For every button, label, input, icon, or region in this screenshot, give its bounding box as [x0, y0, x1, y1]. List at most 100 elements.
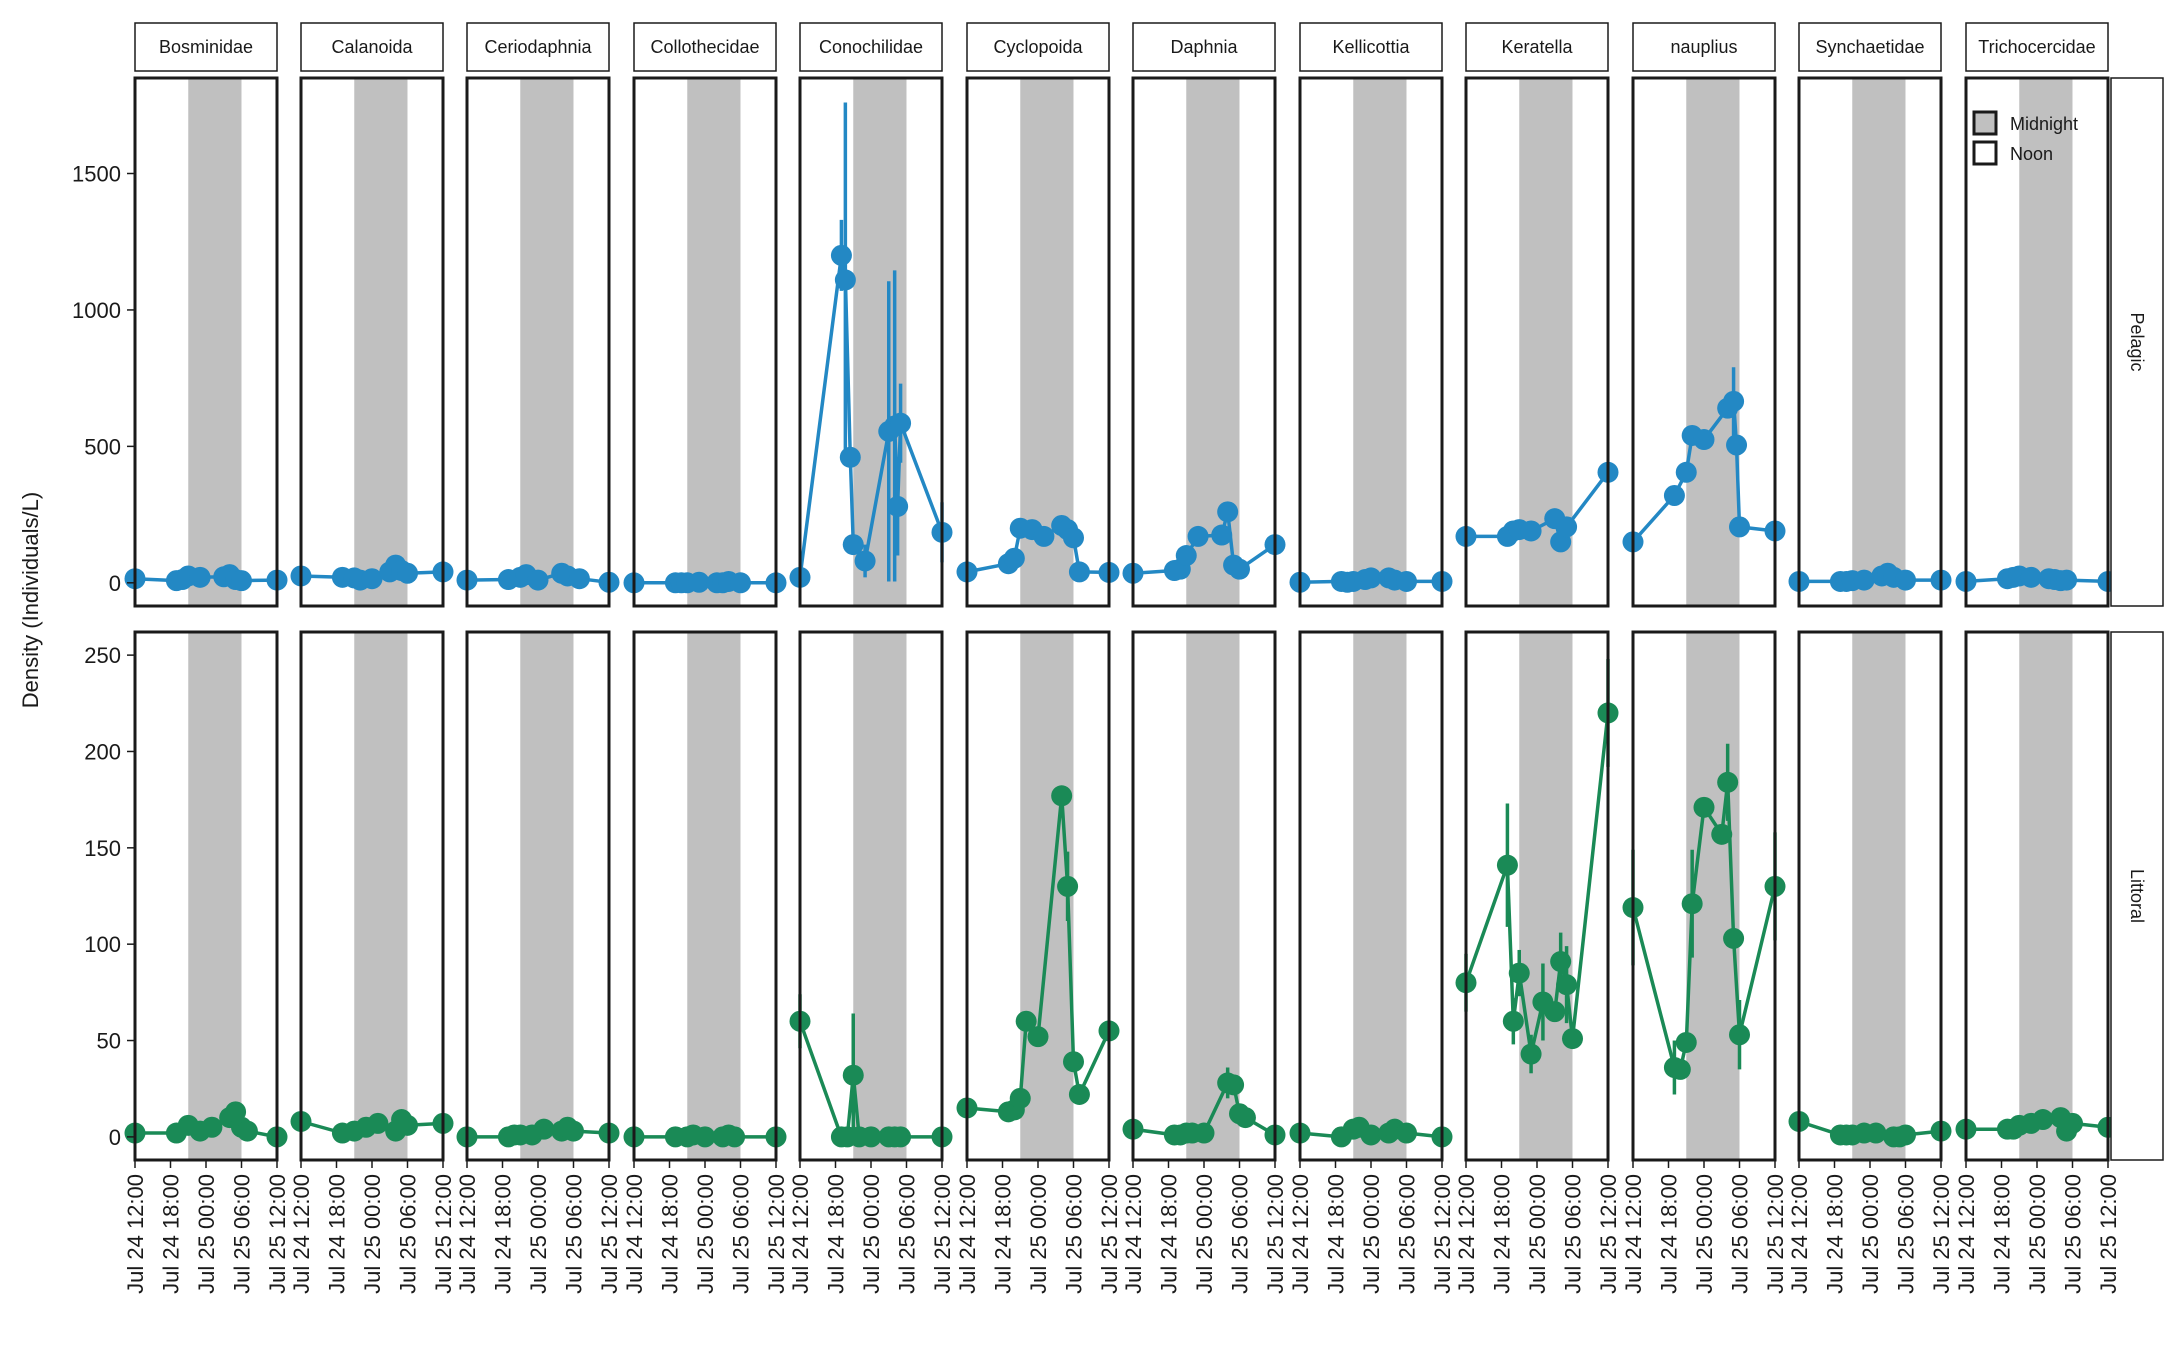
panel-border	[798, 76, 944, 608]
panel-border	[133, 76, 279, 608]
panel-littoral-daphnia	[1122, 630, 1286, 1162]
data-point	[1063, 527, 1084, 549]
night-shade	[687, 78, 741, 606]
facet-strip-label: Collothecidae	[650, 37, 759, 57]
data-point	[1360, 567, 1382, 589]
x-tick-label: Jul 24 12:00	[289, 1174, 314, 1294]
data-point	[730, 572, 751, 594]
panel-littoral-cyclopoida	[956, 630, 1120, 1162]
row-strip-box	[2110, 77, 2164, 607]
panel-littoral-conochilidae	[789, 630, 953, 1162]
x-tick-label: Jul 24 12:00	[123, 1174, 148, 1294]
data-point	[1396, 570, 1417, 592]
data-point	[1895, 1124, 1916, 1146]
x-tick-label: Jul 25 00:00	[2025, 1174, 2050, 1294]
facet-strip-label: Kellicottia	[1332, 37, 1410, 57]
x-tick-label: Jul 25 00:00	[1359, 1174, 1384, 1294]
panel-border	[1964, 76, 2110, 608]
x-tick-label: Jul 25 00:00	[1525, 1174, 1550, 1294]
x-tick-label: Jul 24 12:00	[788, 1174, 813, 1294]
data-point	[1217, 501, 1239, 523]
data-point	[1711, 823, 1733, 845]
y-tick-label: 500	[84, 434, 121, 459]
data-point	[1057, 875, 1079, 897]
y-tick-label: 1500	[72, 162, 121, 187]
x-tick-label: Jul 25 00:00	[194, 1174, 219, 1294]
panel-littoral-bosminidae	[124, 630, 288, 1162]
x-tick-label: Jul 24 12:00	[955, 1174, 980, 1294]
night-shade	[1852, 78, 1906, 606]
data-point	[1027, 1026, 1049, 1048]
data-point	[694, 1126, 716, 1148]
facet-strip-box	[1965, 22, 2109, 72]
panel-pelagic-collothecidae	[623, 76, 787, 608]
data-point	[397, 562, 418, 584]
y-tick-label: 50	[97, 1029, 121, 1054]
data-point	[1033, 525, 1055, 547]
facet-strip-box	[1465, 22, 1609, 72]
data-point	[236, 1120, 258, 1142]
x-tick-label: Jul 24 12:00	[1787, 1174, 1812, 1294]
data-point	[842, 534, 864, 556]
x-tick-label: Jul 25 12:00	[764, 1174, 789, 1294]
x-tick-label: Jul 24 18:00	[1157, 1174, 1182, 1294]
night-shade	[354, 78, 408, 606]
data-point	[1051, 785, 1073, 807]
data-point	[563, 1120, 584, 1142]
data-point	[1693, 429, 1715, 451]
data-point	[1562, 1028, 1583, 1050]
panel-littoral-calanoida	[290, 630, 454, 1162]
legend: Midnight Noon	[1972, 110, 2078, 166]
facet-strips: Bosminidae Calanoida Ceriodaphnia Collothec…	[134, 22, 2109, 72]
data-point	[1550, 951, 1572, 973]
data-point	[1675, 461, 1697, 483]
x-tick-label: Jul 25 06:00	[396, 1174, 421, 1294]
x-tick-label: Jul 25 06:00	[1561, 1174, 1586, 1294]
panel-border	[1131, 76, 1277, 608]
facet-strip-label: Daphnia	[1170, 37, 1238, 57]
x-tick-label: Jul 24 18:00	[824, 1174, 849, 1294]
data-point	[1895, 569, 1916, 591]
data-point	[1520, 520, 1542, 542]
night-shade	[2019, 632, 2073, 1160]
data-point	[1717, 771, 1739, 793]
x-tick-label: Jul 25 00:00	[1192, 1174, 1217, 1294]
night-shade	[520, 78, 574, 606]
x-tick-label: Jul 25 06:00	[230, 1174, 255, 1294]
panel-pelagic-keratella	[1455, 76, 1619, 608]
x-tick-label: Jul 24 18:00	[1990, 1174, 2015, 1294]
night-shade	[520, 632, 574, 1160]
night-shade	[1519, 632, 1573, 1160]
panel-littoral-synchaetidae	[1788, 630, 1952, 1162]
data-point	[688, 571, 710, 593]
x-tick-label: Jul 25 00:00	[693, 1174, 718, 1294]
x-tick-label: Jul 24 12:00	[1621, 1174, 1646, 1294]
row-strip-box	[2110, 631, 2164, 1161]
data-point	[1669, 1058, 1691, 1080]
x-tick-label: Jul 25 12:00	[265, 1174, 290, 1294]
series-line	[1631, 399, 1776, 544]
night-shade	[1353, 78, 1407, 606]
panel-pelagic-synchaetidae	[1788, 76, 1952, 608]
x-tick-label: Jul 25 12:00	[930, 1174, 955, 1294]
data-point	[1726, 434, 1748, 456]
panel-border	[965, 76, 1111, 608]
row-strip-label: Littoral	[2127, 869, 2147, 923]
facet-strip-label: Calanoida	[331, 37, 413, 57]
data-point	[533, 1118, 555, 1140]
y-axis-title: Density (Individuals/L)	[18, 492, 43, 708]
facet-strip-box	[1299, 22, 1443, 72]
x-tick-label: Jul 24 18:00	[1324, 1174, 1349, 1294]
panel-border	[1298, 76, 1444, 608]
night-shade	[2019, 78, 2073, 606]
row-strips: Pelagic Littoral	[2110, 77, 2164, 1161]
facet-strip-box	[134, 22, 278, 72]
data-point	[860, 1126, 882, 1148]
panel-pelagic-kellicottia	[1289, 76, 1453, 608]
facet-strip-box	[300, 22, 444, 72]
y-tick-label: 0	[109, 1125, 121, 1150]
panel-pelagic-daphnia	[1122, 76, 1286, 608]
data-point	[527, 569, 549, 591]
legend-key	[1972, 110, 1998, 136]
data-point	[397, 1114, 418, 1136]
